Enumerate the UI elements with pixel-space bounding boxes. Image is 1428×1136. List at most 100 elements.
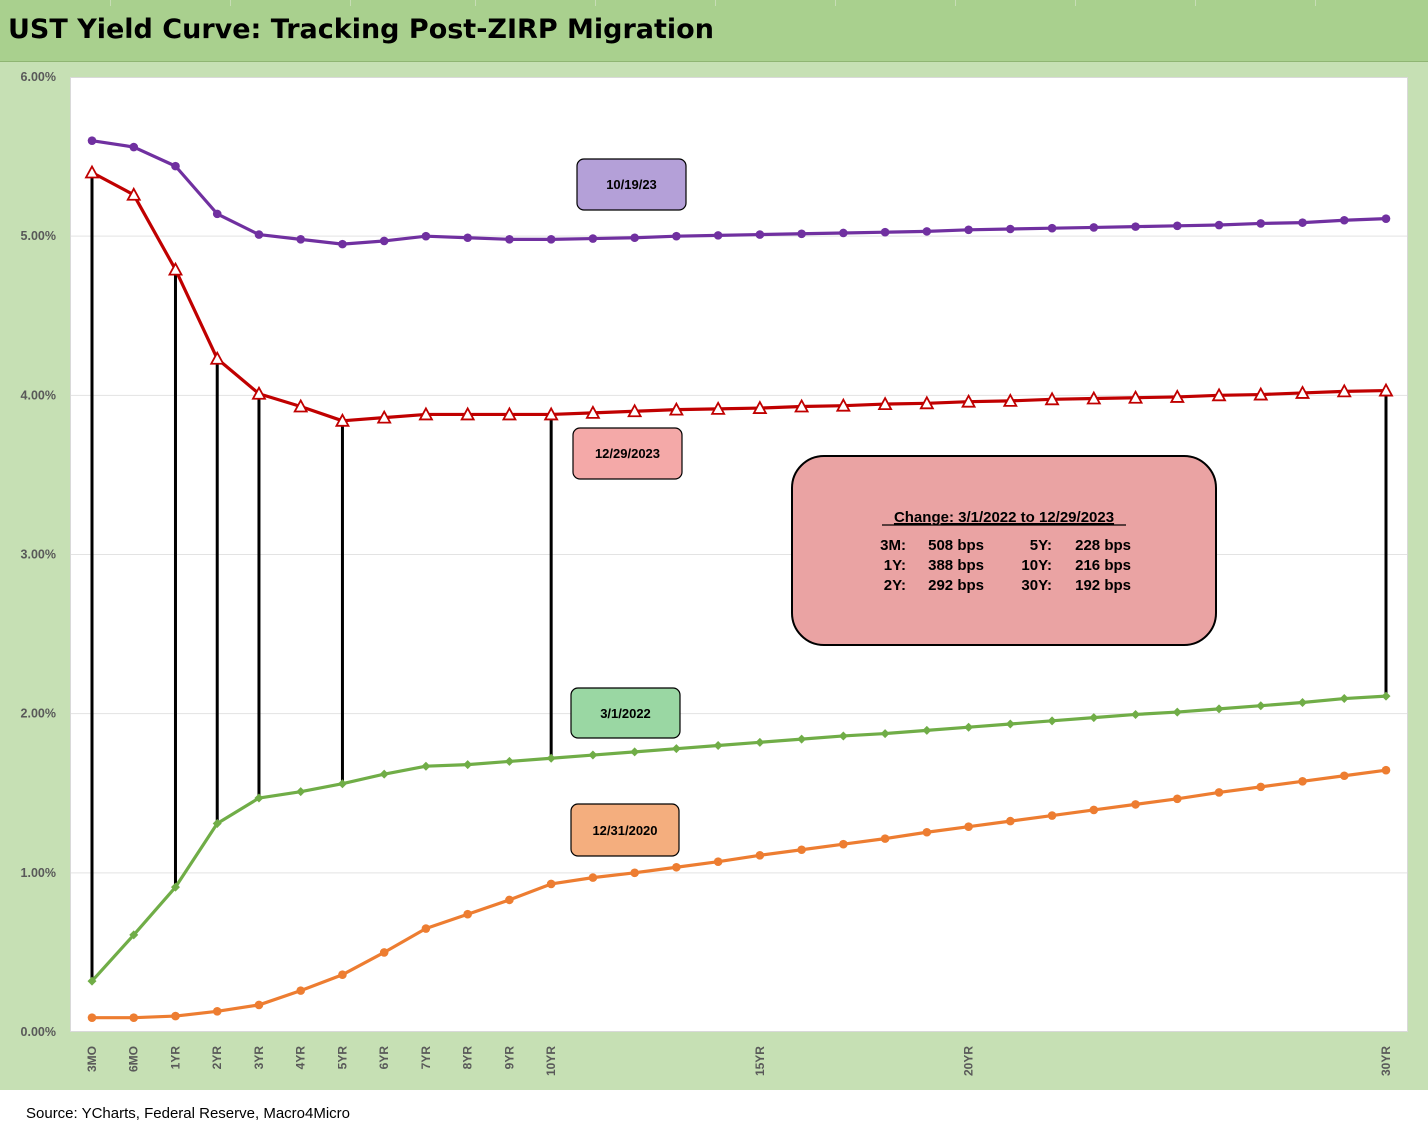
data-point bbox=[251, 385, 267, 400]
data-point bbox=[1006, 224, 1015, 234]
data-point bbox=[588, 873, 598, 882]
sheet-column-line bbox=[715, 0, 716, 6]
x-tick-label: 2YR bbox=[210, 1046, 224, 1070]
data-point bbox=[87, 136, 97, 145]
sheet-column-line bbox=[1195, 0, 1196, 6]
data-point bbox=[338, 239, 347, 249]
data-point bbox=[1172, 707, 1182, 717]
data-point bbox=[877, 396, 893, 410]
change-row-label: 5Y: bbox=[1030, 537, 1052, 554]
data-point bbox=[713, 857, 723, 866]
change-row-value: 192 bps bbox=[1075, 577, 1131, 594]
change-row-value: 388 bps bbox=[928, 557, 984, 574]
data-point bbox=[794, 398, 810, 413]
change-row-label: 3M: bbox=[880, 537, 906, 554]
data-point bbox=[212, 1007, 222, 1016]
data-point bbox=[1172, 794, 1182, 804]
series-line bbox=[91, 139, 1387, 246]
data-point bbox=[1089, 713, 1099, 723]
change-box-heading: Change: 3/1/2022 to 12/29/2023 bbox=[894, 509, 1114, 526]
data-point bbox=[964, 722, 974, 732]
series-line bbox=[91, 171, 1387, 423]
data-point bbox=[1211, 387, 1227, 402]
data-point bbox=[797, 845, 806, 855]
x-tick-label: 1YR bbox=[168, 1046, 182, 1070]
data-point bbox=[922, 725, 932, 735]
data-point bbox=[1089, 223, 1099, 232]
series-10-19-23 bbox=[87, 136, 1391, 249]
x-tick-label: 8YR bbox=[461, 1046, 475, 1070]
sheet-column-line bbox=[595, 0, 596, 6]
data-point bbox=[1378, 382, 1394, 397]
data-point bbox=[630, 747, 640, 757]
data-point bbox=[668, 401, 684, 416]
series-label-box bbox=[570, 803, 680, 857]
series-label-box bbox=[572, 427, 683, 480]
data-point bbox=[961, 393, 977, 408]
data-point bbox=[1339, 771, 1349, 781]
data-point bbox=[1214, 788, 1224, 797]
data-point bbox=[209, 350, 225, 365]
data-point bbox=[463, 233, 472, 243]
data-point bbox=[379, 236, 389, 246]
data-point bbox=[1253, 386, 1269, 401]
data-point bbox=[1339, 694, 1349, 704]
data-point bbox=[87, 976, 97, 986]
data-point bbox=[296, 986, 306, 995]
data-point bbox=[922, 827, 932, 837]
title-bar: UST Yield Curve: Tracking Post-ZIRP Migr… bbox=[0, 0, 1428, 62]
data-point bbox=[501, 406, 517, 421]
data-point bbox=[254, 1000, 264, 1010]
data-point bbox=[379, 769, 389, 779]
data-point bbox=[1006, 816, 1015, 826]
data-point bbox=[129, 1013, 139, 1022]
data-point bbox=[338, 970, 347, 979]
sheet-column-line bbox=[230, 0, 231, 6]
data-point bbox=[418, 406, 434, 421]
x-tick-label: 15YR bbox=[753, 1046, 767, 1076]
data-point bbox=[167, 261, 183, 276]
data-point bbox=[672, 862, 681, 872]
y-tick-label: 3.00% bbox=[21, 548, 56, 562]
data-point bbox=[212, 818, 222, 828]
data-point bbox=[379, 948, 389, 957]
data-point bbox=[880, 729, 890, 739]
data-point bbox=[1047, 223, 1057, 233]
data-point bbox=[543, 406, 559, 421]
x-tick-label: 4YR bbox=[294, 1046, 308, 1070]
data-point bbox=[84, 164, 100, 179]
data-point bbox=[671, 744, 681, 754]
data-point bbox=[839, 839, 848, 849]
data-point bbox=[1298, 218, 1307, 227]
x-tick-label: 7YR bbox=[419, 1046, 433, 1070]
y-tick-label: 1.00% bbox=[21, 866, 56, 880]
data-point bbox=[755, 230, 765, 239]
data-point bbox=[460, 406, 476, 421]
series-label-3-1-2022: 3/1/2022 bbox=[570, 687, 681, 739]
data-point bbox=[126, 186, 142, 201]
change-row-label: 30Y: bbox=[1021, 577, 1052, 594]
x-tick-label: 30YR bbox=[1379, 1046, 1393, 1076]
series-label-box bbox=[576, 158, 687, 211]
series-label-12-29-2023: 12/29/2023 bbox=[572, 427, 683, 480]
data-point bbox=[421, 924, 431, 933]
data-point bbox=[1086, 390, 1102, 405]
change-box-background bbox=[791, 455, 1217, 646]
data-point bbox=[835, 397, 851, 412]
data-point bbox=[546, 879, 556, 889]
change-row-label: 1Y: bbox=[884, 557, 906, 574]
change-row-label: 2Y: bbox=[884, 577, 906, 594]
data-point bbox=[129, 930, 139, 940]
data-point bbox=[463, 909, 472, 919]
y-axis-ticks: 0.00% 1.00% 2.00% 3.00% 4.00% 5.00% 6.00% bbox=[21, 70, 56, 1039]
data-point bbox=[880, 227, 890, 237]
data-point bbox=[755, 737, 765, 747]
data-point bbox=[1044, 391, 1060, 406]
data-point bbox=[585, 404, 601, 419]
x-tick-label: 20YR bbox=[962, 1046, 976, 1076]
data-point bbox=[1047, 811, 1057, 820]
sheet-column-line bbox=[110, 0, 111, 6]
series-line bbox=[90, 694, 1387, 983]
data-point bbox=[1381, 214, 1391, 223]
data-point bbox=[1298, 777, 1307, 786]
